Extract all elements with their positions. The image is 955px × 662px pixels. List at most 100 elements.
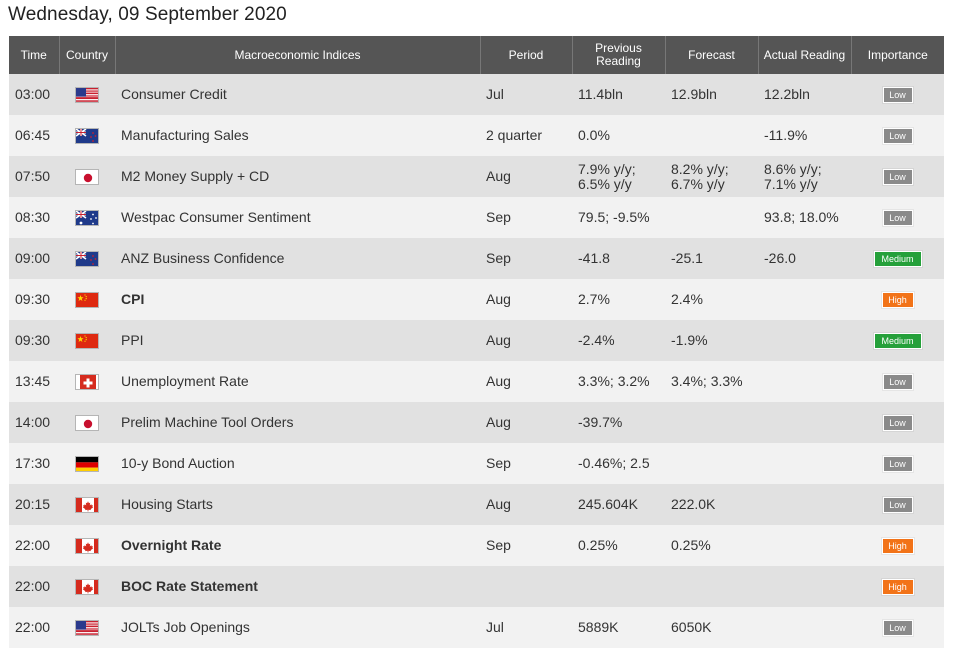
table-row[interactable]: 20:15 Housing Starts Aug 245.604K 222.0K Low	[9, 484, 944, 525]
cell-line: 7.9% y/y;	[578, 160, 636, 177]
cell-importance: Low	[851, 484, 944, 525]
jp-flag-icon	[75, 414, 99, 431]
cell-country	[59, 279, 115, 320]
cell-period: Sep	[480, 443, 572, 484]
cell-time: 06:45	[9, 115, 59, 156]
cell-line: 0.0%	[578, 127, 610, 143]
cell-indicator-name[interactable]: BOC Rate Statement	[115, 566, 480, 607]
cell-period: Aug	[480, 484, 572, 525]
cell-previous: 3.3%; 3.2%	[572, 361, 665, 402]
importance-badge: Low	[882, 414, 913, 431]
cell-importance: Low	[851, 74, 944, 115]
cell-previous: -41.8	[572, 238, 665, 279]
cell-indicator-name[interactable]: Prelim Machine Tool Orders	[115, 402, 480, 443]
us-flag-icon	[75, 619, 99, 636]
table-row[interactable]: 06:45 Manufacturing Sales 2 quarter 0.0% -11…	[9, 115, 944, 156]
table-row[interactable]: 17:30 10-y Bond Auction Sep -0.46%; 2.5 Low	[9, 443, 944, 484]
importance-badge: Low	[882, 496, 913, 513]
cell-indicator-name[interactable]: Housing Starts	[115, 484, 480, 525]
ch-flag-icon	[75, 373, 99, 390]
cell-line: 6.7% y/y	[671, 175, 725, 192]
cell-indicator-name[interactable]: JOLTs Job Openings	[115, 607, 480, 648]
cell-actual	[758, 402, 851, 443]
cell-line: -2.4%	[578, 332, 615, 348]
cell-period: Aug	[480, 320, 572, 361]
cell-country	[59, 566, 115, 607]
cell-time: 17:30	[9, 443, 59, 484]
cell-forecast: 222.0K	[665, 484, 758, 525]
table-row[interactable]: 09:00 ANZ Business Confidence Sep -41.8 -25.…	[9, 238, 944, 279]
cell-importance: Low	[851, 361, 944, 402]
cell-indicator-name[interactable]: Unemployment Rate	[115, 361, 480, 402]
cell-actual	[758, 443, 851, 484]
cell-indicator-name[interactable]: CPI	[115, 279, 480, 320]
importance-badge: Low	[882, 373, 913, 390]
header-period: Period	[480, 36, 573, 74]
ca-flag-icon	[75, 578, 99, 595]
cell-forecast: 2.4%	[665, 279, 758, 320]
cell-period: Jul	[480, 74, 572, 115]
cell-indicator-name[interactable]: PPI	[115, 320, 480, 361]
cell-forecast	[665, 197, 758, 238]
cell-actual: 93.8; 18.0%	[758, 197, 851, 238]
cell-actual	[758, 279, 851, 320]
cell-line: 8.6% y/y;	[764, 160, 822, 177]
cell-previous: -2.4%	[572, 320, 665, 361]
cell-forecast: -1.9%	[665, 320, 758, 361]
cell-country	[59, 115, 115, 156]
cell-line: 0.25%	[578, 537, 618, 553]
cell-forecast: 6050K	[665, 607, 758, 648]
importance-badge: Low	[882, 455, 913, 472]
table-row[interactable]: 09:30 PPI Aug -2.4% -1.9% Medium	[9, 320, 944, 361]
cell-importance: High	[851, 525, 944, 566]
table-row[interactable]: 22:00 BOC Rate Statement High	[9, 566, 944, 607]
cell-importance: Low	[851, 115, 944, 156]
cell-line: -41.8	[578, 250, 610, 266]
importance-badge: Low	[882, 619, 913, 636]
table-body: 03:00 Consumer Credit Jul 11.4bln 12.9bln 12.…	[9, 74, 944, 648]
cell-country	[59, 361, 115, 402]
table-header-row: Time Country Macroeconomic Indices Perio…	[9, 36, 944, 74]
cell-line: -11.9%	[764, 127, 808, 143]
cell-time: 20:15	[9, 484, 59, 525]
header-previous: Previous Reading	[572, 36, 666, 74]
table-row[interactable]: 03:00 Consumer Credit Jul 11.4bln 12.9bln 12.…	[9, 74, 944, 115]
cell-forecast: 3.4%; 3.3%	[665, 361, 758, 402]
table-row[interactable]: 13:45 Unemployment Rate Aug 3.3%; 3.2% 3.4%;…	[9, 361, 944, 402]
cell-importance: Low	[851, 402, 944, 443]
cell-actual	[758, 607, 851, 648]
nz-flag-icon	[75, 127, 99, 144]
cell-indicator-name[interactable]: 10-y Bond Auction	[115, 443, 480, 484]
cell-forecast	[665, 443, 758, 484]
cell-indicator-name[interactable]: ANZ Business Confidence	[115, 238, 480, 279]
cell-country	[59, 443, 115, 484]
table-row[interactable]: 22:00 JOLTs Job Openings Jul 5889K 6050K Low	[9, 607, 944, 648]
cell-country	[59, 525, 115, 566]
importance-badge: High	[881, 291, 914, 308]
cell-indicator-name[interactable]: Manufacturing Sales	[115, 115, 480, 156]
cell-period: Aug	[480, 402, 572, 443]
economic-calendar-table: Time Country Macroeconomic Indices Perio…	[9, 36, 944, 648]
cell-line: -1.9%	[671, 332, 708, 348]
header-index: Macroeconomic Indices	[115, 36, 481, 74]
table-row[interactable]: 08:30 Westpac Consumer Sentiment Sep 79.5; …	[9, 197, 944, 238]
cell-time: 22:00	[9, 525, 59, 566]
cell-line: 5889K	[578, 619, 619, 635]
cell-forecast: 12.9bln	[665, 74, 758, 115]
cell-previous: 5889K	[572, 607, 665, 648]
table-row[interactable]: 07:50 M2 Money Supply + CD Aug 7.9% y/y; 6.5…	[9, 156, 944, 197]
cell-indicator-name[interactable]: Overnight Rate	[115, 525, 480, 566]
table-row[interactable]: 09:30 CPI Aug 2.7% 2.4% High	[9, 279, 944, 320]
cell-line: 11.4bln	[578, 86, 623, 102]
table-row[interactable]: 22:00 Overnight Rate Sep 0.25% 0.25% High	[9, 525, 944, 566]
cell-indicator-name[interactable]: Consumer Credit	[115, 74, 480, 115]
cell-indicator-name[interactable]: Westpac Consumer Sentiment	[115, 197, 480, 238]
cell-line: 3.3%; 3.2%	[578, 373, 650, 389]
cell-line: 79.5; -9.5%	[578, 209, 650, 225]
cell-country	[59, 402, 115, 443]
de-flag-icon	[75, 455, 99, 472]
importance-badge: Low	[882, 86, 913, 103]
cell-time: 14:00	[9, 402, 59, 443]
table-row[interactable]: 14:00 Prelim Machine Tool Orders Aug -39.7%…	[9, 402, 944, 443]
cell-indicator-name[interactable]: M2 Money Supply + CD	[115, 156, 480, 197]
